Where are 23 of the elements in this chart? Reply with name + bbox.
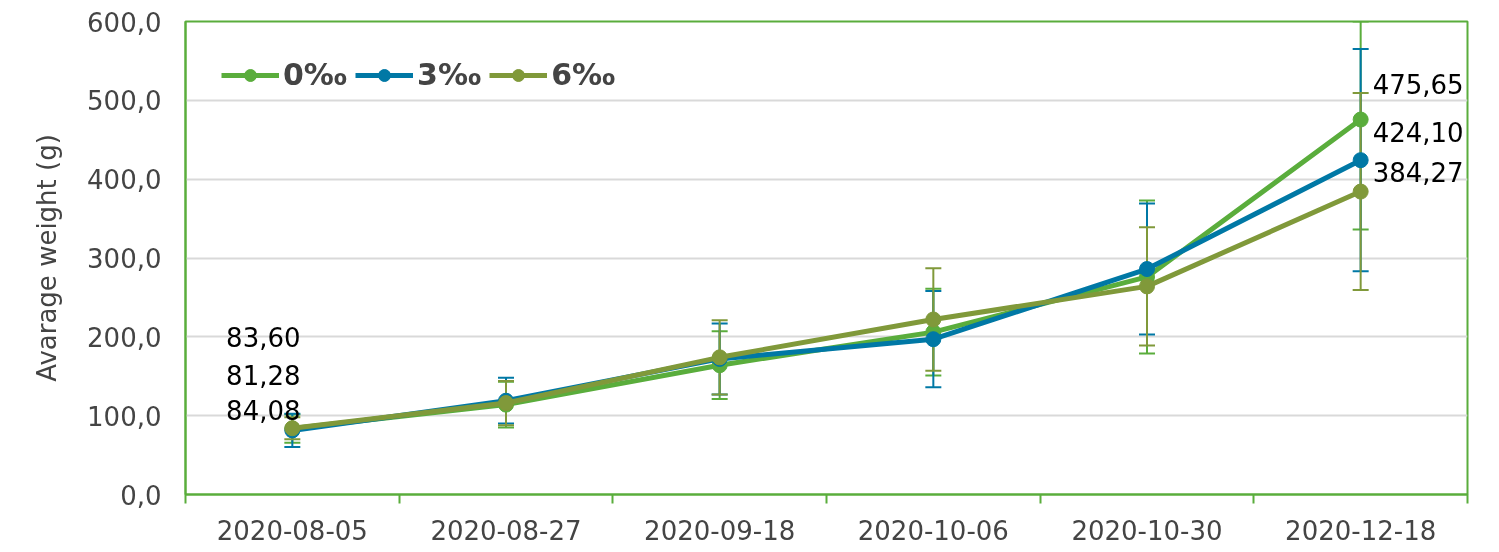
x-tick-label: 2020-10-30 — [1071, 515, 1223, 546]
y-tick-label: 200,0 — [87, 322, 162, 353]
y-tick-label: 0,0 — [120, 480, 162, 511]
y-tick-label: 500,0 — [87, 86, 162, 117]
y-axis-title: Avarage weight (g) — [32, 134, 63, 382]
legend-label: 6‰ — [551, 57, 616, 92]
y-tick-label: 300,0 — [87, 244, 162, 274]
y-tick-label: 600,0 — [87, 7, 162, 38]
x-tick-label: 2020-12-18 — [1285, 515, 1437, 546]
legend-label: 0‰ — [283, 57, 348, 92]
data-label: 81,28 — [226, 361, 301, 392]
x-tick-label: 2020-08-05 — [216, 515, 368, 546]
data-label: 475,65 — [1372, 69, 1464, 100]
legend-label: 3‰ — [417, 57, 482, 92]
x-tick-label: 2020-09-18 — [644, 515, 796, 546]
data-label: 424,10 — [1372, 118, 1464, 149]
x-tick-label: 2020-10-06 — [857, 515, 1009, 546]
data-label: 83,60 — [226, 322, 301, 353]
data-label: 84,08 — [226, 396, 301, 427]
data-label: 384,27 — [1372, 157, 1464, 188]
y-tick-label: 400,0 — [87, 165, 162, 196]
x-tick-label: 2020-08-27 — [430, 515, 582, 546]
y-tick-label: 100,0 — [87, 401, 162, 432]
